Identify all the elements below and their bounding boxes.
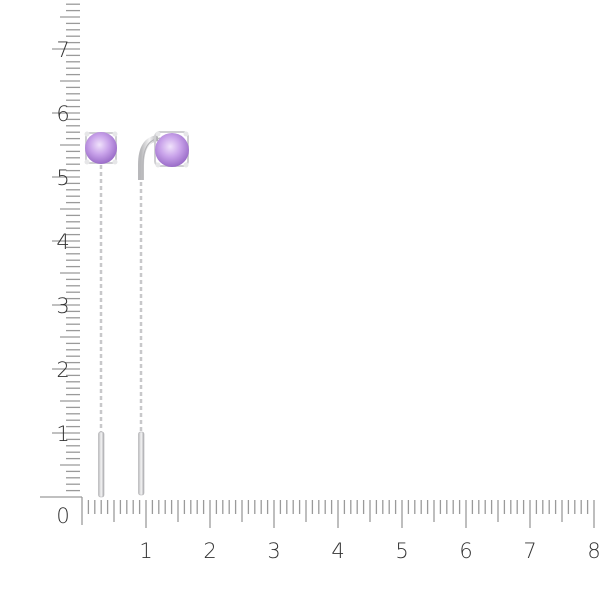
- measurement-ruler: 1 2 3 4 5 6 7 8 1 2 3 4 5 6 7 0: [40, 3, 600, 563]
- y-ruler-label: 3: [56, 294, 69, 318]
- x-ruler-label: 2: [203, 539, 216, 563]
- y-ruler-label: 7: [56, 38, 69, 62]
- x-ruler-label: 7: [523, 539, 536, 563]
- x-ruler-label: 4: [331, 539, 344, 563]
- y-ruler-label: 5: [56, 166, 69, 190]
- y-ruler-label: 1: [56, 422, 69, 446]
- right-gemstone: [155, 133, 189, 167]
- right-earring: [138, 131, 189, 496]
- x-ruler-label: 5: [395, 539, 408, 563]
- ruler-origin-label: 0: [56, 504, 69, 528]
- y-ruler-label: 4: [56, 230, 69, 254]
- left-gemstone: [85, 132, 117, 164]
- y-ruler-label: 6: [56, 102, 69, 126]
- x-ruler-label: 8: [587, 539, 600, 563]
- x-ruler-label: 6: [459, 539, 472, 563]
- y-ruler-label: 2: [56, 358, 69, 382]
- x-ruler-label: 1: [139, 539, 152, 563]
- x-ruler-label: 3: [267, 539, 280, 563]
- left-earring: [84, 131, 118, 498]
